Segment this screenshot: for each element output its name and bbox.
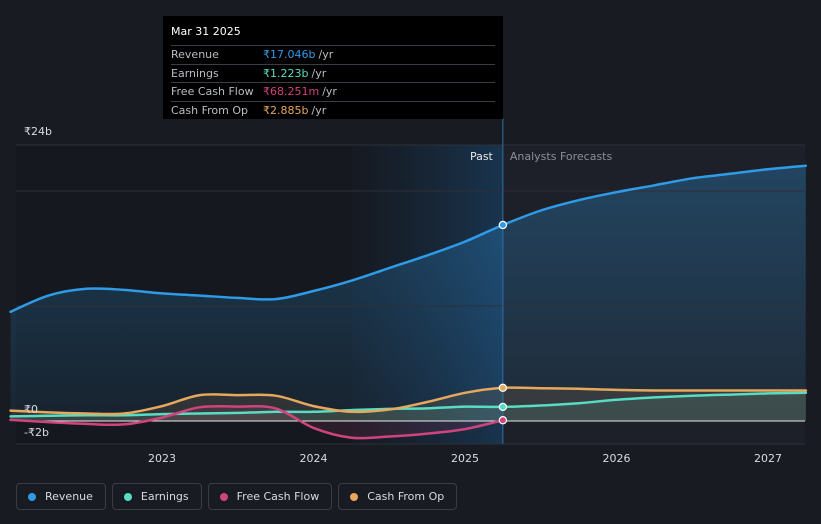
legend-dot-icon (219, 492, 228, 501)
x-tick-label: 2023 (148, 452, 176, 465)
legend-label: Free Cash Flow (236, 490, 320, 503)
cash-from-op-point (498, 383, 508, 393)
x-tick-label: 2025 (451, 452, 479, 465)
revenue-point (498, 220, 508, 230)
x-tick-label: 2026 (603, 452, 631, 465)
legend-label: Earnings (140, 490, 189, 503)
legend-item-free-cash-flow[interactable]: Free Cash Flow (207, 483, 333, 510)
tooltip-value: ₹1.223b (263, 66, 309, 80)
tooltip-date: Mar 31 2025 (171, 25, 241, 38)
y-tick-label: ₹24b (24, 125, 52, 138)
legend-dot-icon (28, 492, 36, 501)
tooltip-unit: /yr (311, 103, 327, 117)
tooltip-label: Free Cash Flow (171, 85, 254, 99)
earnings-line (9, 391, 808, 418)
legend-item-earnings[interactable]: Earnings (111, 483, 202, 510)
legend-item-revenue[interactable]: Revenue (16, 483, 106, 510)
legend-dot-icon (123, 492, 132, 501)
free-cash-flow-area (10, 406, 503, 439)
tooltip-row-earnings: Earnings ₹1.223b /yr (171, 63, 495, 83)
tooltip-unit: /yr (322, 85, 337, 99)
tooltip-label: Revenue (171, 48, 219, 62)
legend-label: Revenue (45, 490, 93, 503)
tooltip-value: ₹2.885b (263, 103, 309, 117)
cash-from-op-line (9, 386, 808, 416)
legend-label: Cash From Op (367, 490, 445, 503)
y-tick-label: -₹2b (24, 426, 49, 439)
tooltip-unit: /yr (311, 66, 327, 80)
revenue-line (9, 164, 808, 314)
y-tick-label: ₹0 (24, 403, 38, 416)
tooltip-row-revenue: Revenue ₹17.046b /yr (171, 45, 495, 64)
earnings-point (498, 402, 508, 412)
x-tick-label: 2024 (300, 452, 328, 465)
legend-dot-icon (350, 492, 359, 501)
tooltip-label: Earnings (171, 66, 219, 80)
legend-item-cash-from-op[interactable]: Cash From Op (338, 483, 458, 510)
tooltip-value: ₹17.046b (263, 48, 316, 62)
past-label: Past (470, 150, 494, 163)
tooltip-value: ₹68.251m (263, 85, 320, 99)
tooltip-row-cash-from-op: Cash From Op ₹2.885b /yr (171, 100, 495, 120)
tooltip-row-free-cash-flow: Free Cash Flow ₹68.251m /yr (171, 82, 495, 101)
tooltip: Mar 31 2025 Revenue ₹17.046b /yr Earning… (163, 16, 503, 119)
forecast-label: Analysts Forecasts (510, 150, 613, 163)
free-cash-flow-line (9, 404, 505, 440)
legend: Revenue Earnings Free Cash Flow Cash Fro… (16, 483, 458, 510)
x-tick-label: 2027 (754, 452, 782, 465)
tooltip-unit: /yr (318, 48, 334, 62)
revenue-area (10, 165, 806, 421)
free-cash-flow-point (498, 416, 508, 425)
tooltip-label: Cash From Op (171, 103, 249, 117)
